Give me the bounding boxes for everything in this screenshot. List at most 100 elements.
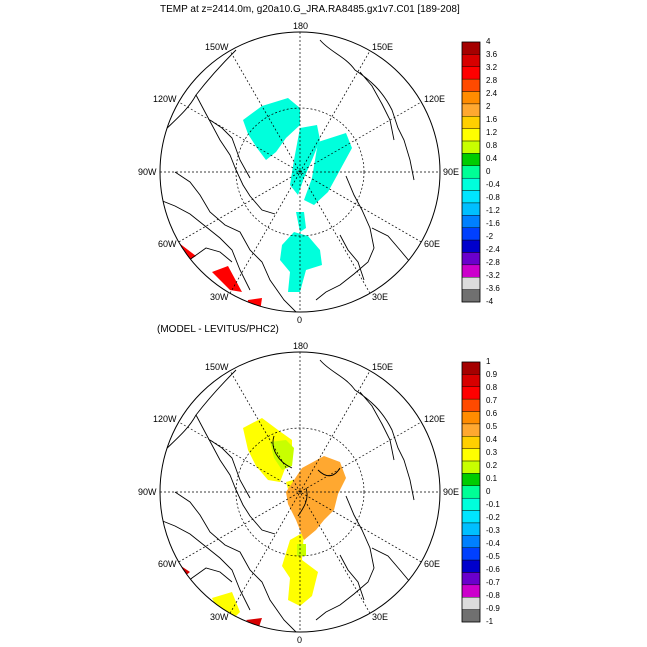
bottom-lon-label-150e: 150E — [372, 362, 394, 372]
bottom-colorbar-box-12 — [461, 510, 481, 524]
top-colorbar-box-14 — [461, 215, 481, 228]
bottom-colorbar-box-17 — [461, 572, 481, 586]
bottom-colorbar-tick-label: 0.3 — [486, 448, 498, 457]
top-colorbar-tick-label: -2 — [486, 232, 494, 241]
top-colorbar-tick-label: 0 — [486, 167, 491, 176]
bottom-lon-label-90e: 90E — [443, 487, 460, 497]
bottom-graticule — [160, 352, 440, 632]
bottom-colorbar-box-1 — [461, 374, 481, 387]
bottom-lon-label-120w: 120W — [153, 414, 177, 424]
bottom-lon-label-150w: 150W — [205, 362, 229, 372]
top-colorbar-tick-label: -1.2 — [486, 206, 500, 215]
top-colorbar-tick-label: -0.8 — [486, 193, 500, 202]
top-colorbar-tick-label: 3.6 — [486, 50, 498, 59]
top-colorbar-box-11 — [461, 177, 481, 191]
bottom-colorbar-box-18 — [461, 584, 481, 598]
top-colorbar-box-7 — [461, 128, 481, 142]
bottom-colorbar-box-15 — [461, 547, 481, 561]
top-colorbar-box-15 — [461, 227, 481, 241]
bottom-colorbar-box-9 — [461, 473, 481, 487]
top-colorbar-tick-label: -1.6 — [486, 219, 500, 228]
top-colorbar-box-2 — [461, 66, 481, 80]
bottom-lon-label-60w: 60W — [158, 559, 177, 569]
bottom-colorbar-box-10 — [461, 485, 481, 499]
top-colorbar-tick-label: 1.2 — [486, 128, 498, 137]
bottom-colorbar-box-8 — [461, 460, 481, 474]
bottom-lon-label-0: 0 — [297, 635, 303, 645]
bottom-colorbar-box-11 — [461, 497, 481, 511]
top-lon-label-150e: 150E — [372, 42, 394, 52]
top-colorbar-tick-label: 2.8 — [486, 76, 498, 85]
top-lon-label-60w: 60W — [158, 239, 177, 249]
top-lon-label-30e: 30E — [372, 292, 389, 302]
bottom-colorbar-box-5 — [461, 423, 481, 437]
top-colorbar-tick-label: -3.2 — [486, 271, 500, 280]
bottom-colorbar-tick-label: -0.8 — [486, 591, 500, 600]
bottom-lon-label-90w: 90W — [138, 487, 157, 497]
top-lon-label-120e: 120E — [424, 94, 446, 104]
bottom-colorbar-tick-label: -0.3 — [486, 526, 500, 535]
top-lon-label-180: 180 — [293, 21, 309, 31]
bottom-colorbar-tick-label: 0.9 — [486, 370, 498, 379]
top-colorbar-tick-label: -0.4 — [486, 180, 500, 189]
bottom-colorbar-tick-label: -0.6 — [486, 565, 500, 574]
top-colorbar-tick-label: 0.4 — [486, 154, 498, 163]
bottom-anomaly-field-green — [270, 440, 306, 556]
top-colorbar-tick-label: 4 — [486, 37, 491, 46]
bottom-colorbar-tick-label: 1 — [486, 357, 491, 366]
bottom-colorbar-tick-label: -0.1 — [486, 500, 500, 509]
top-anomaly-field-cyan-atlantic — [280, 212, 322, 292]
bottom-colorbar-box-13 — [461, 522, 481, 536]
top-colorbar-box-1 — [461, 54, 481, 67]
top-colorbar-box-3 — [461, 78, 481, 92]
top-lon-label-60e: 60E — [424, 239, 441, 249]
bottom-colorbar-tick-label: 0.2 — [486, 461, 498, 470]
bottom-colorbar-tick-label: -0.9 — [486, 604, 500, 613]
bottom-colorbar-tick-label: 0.4 — [486, 435, 498, 444]
top-colorbar-box-5 — [461, 103, 481, 117]
top-colorbar-box-18 — [461, 264, 481, 278]
bottom-lon-label-60e: 60E — [424, 559, 441, 569]
bottom-colorbar-box-19 — [461, 597, 481, 610]
top-coastlines — [160, 39, 415, 312]
top-colorbar-box-16 — [461, 239, 481, 253]
bottom-colorbar-box-16 — [461, 559, 481, 573]
bottom-colorbar-tick-label: -0.4 — [486, 539, 500, 548]
top-colorbar-box-10 — [461, 165, 481, 179]
bottom-lon-label-180: 180 — [293, 341, 309, 351]
bottom-colorbar-tick-label: 0.8 — [486, 383, 498, 392]
bottom-colorbar-box-14 — [461, 535, 481, 548]
top-colorbar-tick-label: -3.6 — [486, 284, 500, 293]
bottom-panel-title: (MODEL - LEVITUS/PHC2) — [157, 324, 279, 335]
bottom-colorbar — [461, 361, 481, 623]
top-colorbar-box-9 — [461, 153, 481, 167]
top-anomaly-field-cyan-pacific — [243, 98, 352, 205]
bottom-lon-label-120e: 120E — [424, 414, 446, 424]
bottom-colorbar-box-3 — [461, 398, 481, 412]
top-map-boundary — [159, 31, 441, 313]
bottom-colorbar-box-0 — [461, 361, 481, 375]
bottom-colorbar-tick-label: -0.5 — [486, 552, 500, 561]
bottom-colorbar-box-2 — [461, 386, 481, 400]
top-colorbar-box-19 — [461, 277, 481, 290]
top-lon-label-90w: 90W — [138, 167, 157, 177]
top-lon-label-150w: 150W — [205, 42, 229, 52]
bottom-colorbar-tick-label: -0.7 — [486, 578, 500, 587]
top-colorbar-box-8 — [461, 140, 481, 154]
bottom-lon-label-30e: 30E — [372, 612, 389, 622]
bottom-colorbar-box-6 — [461, 436, 481, 449]
top-colorbar-tick-label: 2 — [486, 102, 491, 111]
top-colorbar-box-0 — [461, 41, 481, 55]
top-colorbar-box-17 — [461, 252, 481, 266]
top-lon-label-0: 0 — [297, 315, 303, 325]
top-colorbar — [461, 41, 481, 303]
top-colorbar-box-6 — [461, 116, 481, 129]
bottom-colorbar-box-7 — [461, 448, 481, 462]
top-lon-label-90e: 90E — [443, 167, 460, 177]
bottom-colorbar-tick-label: 0.6 — [486, 409, 498, 418]
top-colorbar-tick-label: -2.4 — [486, 245, 500, 254]
bottom-colorbar-tick-label: 0.5 — [486, 422, 498, 431]
top-colorbar-box-12 — [461, 190, 481, 204]
bottom-colorbar-tick-label: 0 — [486, 487, 491, 496]
